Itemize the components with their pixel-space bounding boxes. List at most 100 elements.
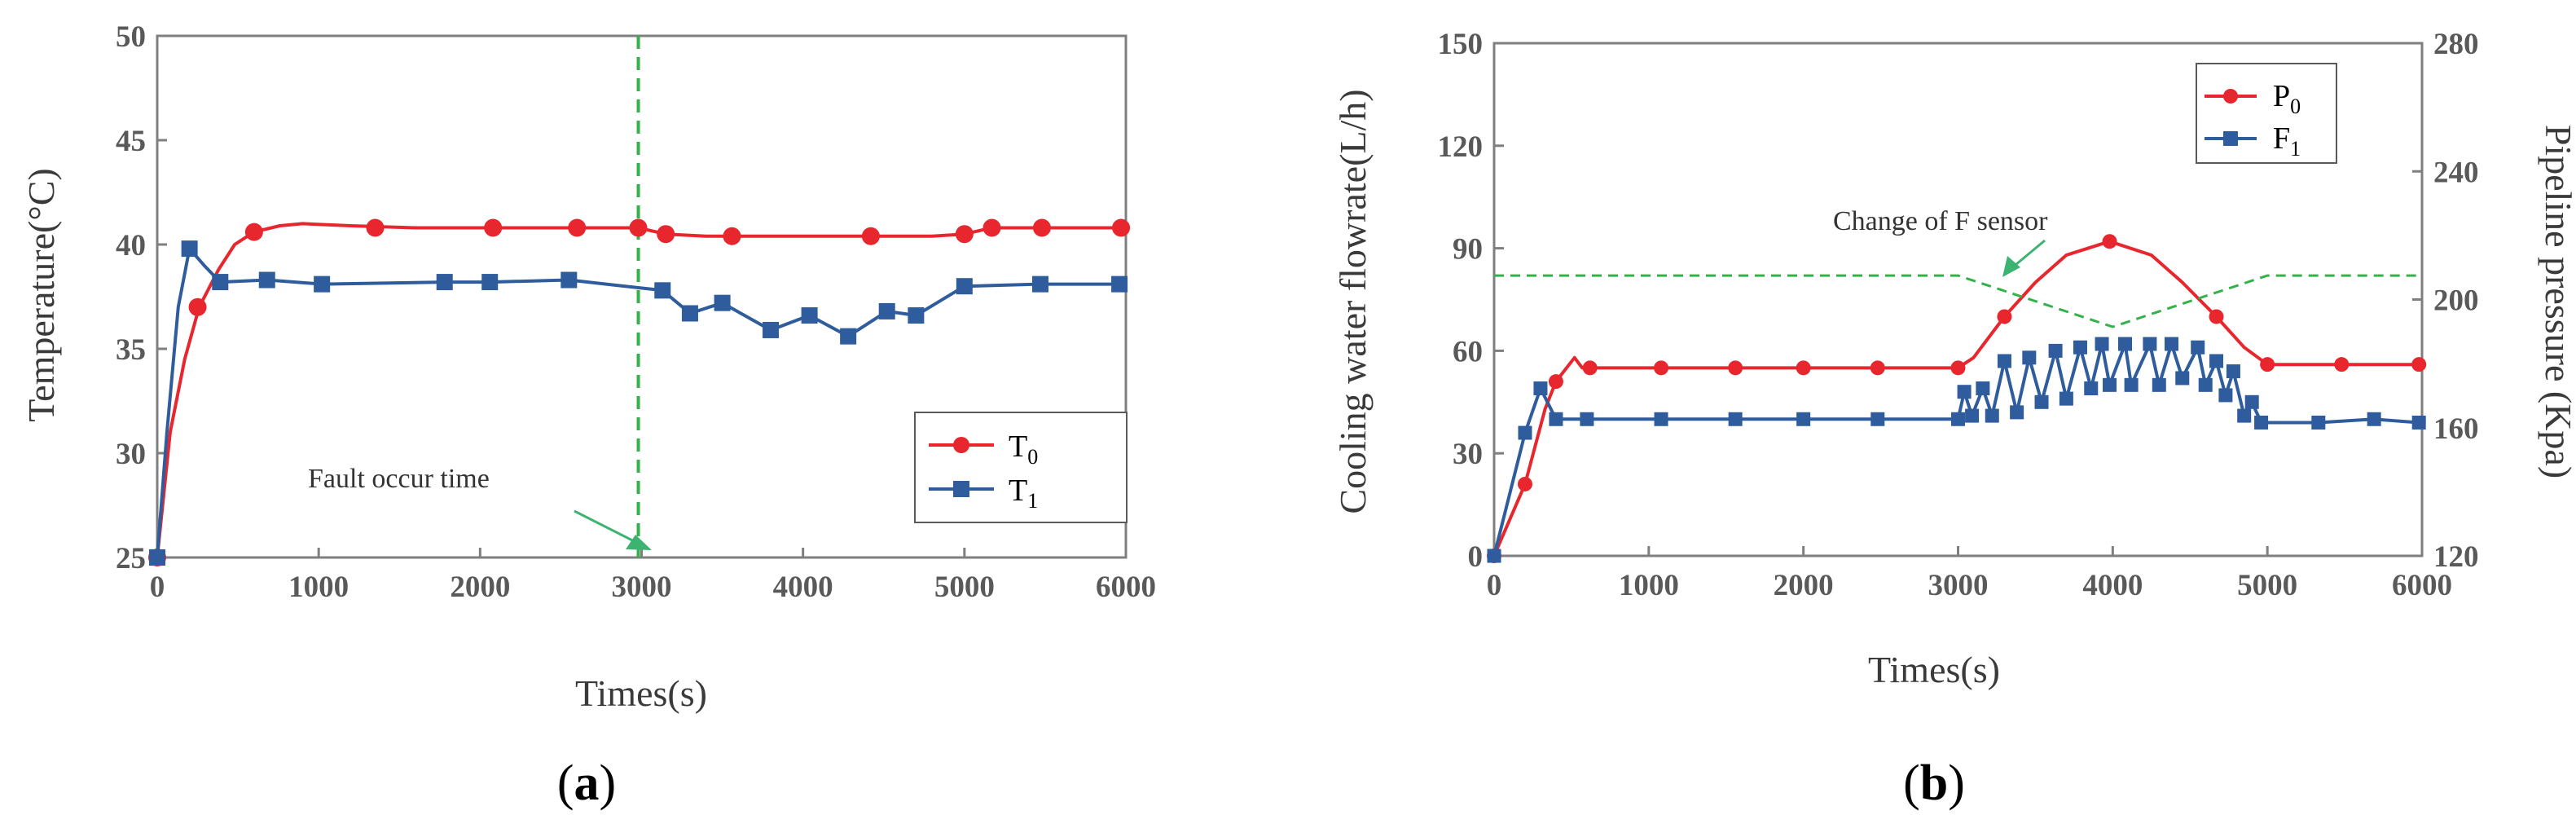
y-tick-label: 40 xyxy=(116,229,146,262)
data-point xyxy=(1997,354,2011,368)
data-point xyxy=(1957,385,1972,399)
legend-b-f1-label: F1 xyxy=(2273,121,2301,161)
data-point xyxy=(2334,357,2350,372)
legend-b-p0-marker xyxy=(2223,89,2238,104)
data-point xyxy=(1728,412,1743,426)
data-point xyxy=(1533,381,1548,396)
legend-b-p0-label: P0 xyxy=(2273,79,2301,118)
y2-tick-label: 200 xyxy=(2433,284,2479,318)
data-point xyxy=(2102,234,2117,249)
data-point xyxy=(2209,309,2224,324)
data-point xyxy=(2059,391,2073,406)
data-point xyxy=(657,225,675,244)
data-point xyxy=(955,225,974,244)
data-point xyxy=(2209,354,2224,368)
data-point xyxy=(2411,357,2427,372)
y-tick-label: 150 xyxy=(1438,28,1484,61)
data-point xyxy=(258,271,275,289)
data-point xyxy=(1548,374,1563,390)
x-tick-label: 4000 xyxy=(2082,569,2143,602)
data-point xyxy=(314,275,331,293)
data-point xyxy=(982,218,1001,237)
data-point xyxy=(2218,388,2233,403)
data-point xyxy=(2010,405,2024,420)
legend-a-t0-label: T0 xyxy=(1009,430,1038,469)
legend-a-t1-marker xyxy=(953,481,969,497)
data-point xyxy=(1985,408,1999,423)
x-tick-label: 1000 xyxy=(1619,569,1679,602)
data-point xyxy=(1654,412,1668,426)
data-point xyxy=(2143,337,2157,351)
panel-label-b: (b) xyxy=(1903,756,1965,811)
data-point xyxy=(2022,350,2037,365)
data-point xyxy=(2254,415,2269,430)
data-point xyxy=(2048,343,2063,358)
data-point xyxy=(2411,415,2426,430)
data-point xyxy=(2164,337,2178,351)
legend-b-box xyxy=(2196,63,2337,164)
x-tick-label: 2000 xyxy=(1774,569,1834,602)
data-point xyxy=(1965,408,1980,423)
data-point xyxy=(1870,412,1885,426)
y-tick-label: 30 xyxy=(116,438,146,471)
data-point xyxy=(2260,357,2275,372)
data-point xyxy=(2034,394,2049,409)
data-point xyxy=(723,227,741,245)
data-point xyxy=(1870,360,1885,376)
data-point xyxy=(2226,364,2240,379)
data-point xyxy=(2175,371,2190,386)
data-point xyxy=(1976,381,1990,396)
data-point xyxy=(1580,412,1594,426)
x-tick-label: 4000 xyxy=(773,571,833,604)
y-tick-label: 45 xyxy=(116,125,146,158)
y-tick-label: 0 xyxy=(1468,540,1484,574)
x-tick-label: 3000 xyxy=(1928,569,1989,602)
data-point xyxy=(568,218,587,237)
y-tick-label: 35 xyxy=(116,333,146,367)
x-tick-label: 2000 xyxy=(450,571,510,604)
data-point xyxy=(908,307,925,324)
data-point xyxy=(2124,377,2139,392)
x-tick-label: 0 xyxy=(150,571,165,604)
data-point xyxy=(1032,218,1051,237)
legend-a-box xyxy=(914,412,1128,523)
data-point xyxy=(188,297,207,316)
data-point xyxy=(1951,412,1965,426)
y2-tick-label: 280 xyxy=(2433,28,2479,61)
y-tick-label: 50 xyxy=(116,20,146,54)
data-point xyxy=(149,549,165,566)
y2-tick-label: 240 xyxy=(2433,156,2479,189)
data-point xyxy=(1997,309,2012,324)
y2-tick-label: 160 xyxy=(2433,412,2479,446)
x-tick-label: 5000 xyxy=(2237,569,2297,602)
data-point xyxy=(560,271,578,289)
data-point xyxy=(1112,218,1131,237)
data-point xyxy=(1950,360,1966,376)
sensor-change-annotation: Change of F sensor xyxy=(1833,206,2048,236)
legend-b: P0 F1 xyxy=(2196,63,2337,164)
y2-axis-label-b: Pipeline pressure (Kpa) xyxy=(2538,125,2576,478)
data-point xyxy=(244,223,263,241)
panel-b-flowrate-pressure-chart: 0 1000 2000 3000 4000 5000 6000 0306090120150 … xyxy=(1332,28,2576,811)
y-tick-label: 120 xyxy=(1438,130,1484,164)
sensor-arrow-head xyxy=(2002,256,2020,277)
x-tick-label: 6000 xyxy=(2392,569,2452,602)
panel-a-temperature-chart: 0 1000 2000 3000 4000 5000 6000 25 30 35 40 45 50 F… xyxy=(20,20,1156,811)
data-point xyxy=(1487,549,1501,563)
data-point xyxy=(1728,360,1743,376)
data-point xyxy=(1518,425,1532,440)
x-tick-label: 1000 xyxy=(288,571,349,604)
data-point xyxy=(1031,275,1048,293)
x-tick-label: 0 xyxy=(1487,569,1502,602)
series-line-1 xyxy=(156,247,1120,558)
fault-annotation: Fault occur time xyxy=(308,464,490,494)
y-tick-label: 90 xyxy=(1453,233,1483,267)
y-tick-label: 60 xyxy=(1453,335,1483,368)
y-tick-label: 30 xyxy=(1453,438,1483,471)
data-point xyxy=(484,218,503,237)
data-point xyxy=(1517,476,1532,491)
x-tick-label: 5000 xyxy=(934,571,995,604)
data-point xyxy=(714,294,731,311)
data-point xyxy=(1111,275,1128,293)
